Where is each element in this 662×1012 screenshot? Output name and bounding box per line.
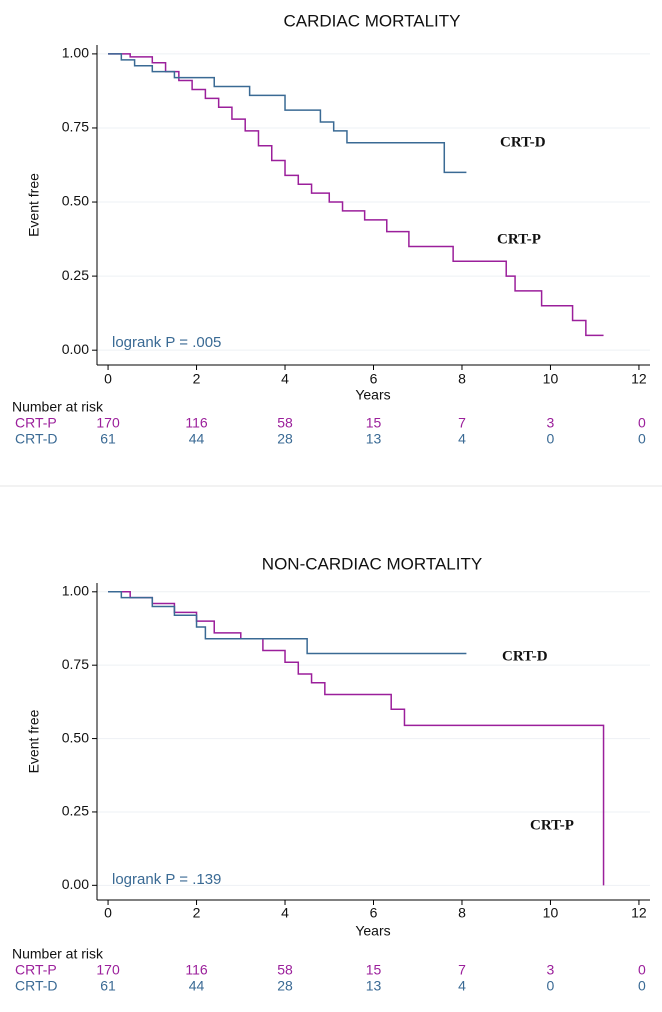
y-tick-label: 0.50 <box>62 729 89 745</box>
risk-count: 116 <box>185 962 208 978</box>
annotation: logrank P = .139 <box>112 871 221 888</box>
y-tick-label: 1.00 <box>62 583 89 599</box>
series-label: CRT-P <box>497 231 541 247</box>
risk-count: 4 <box>458 978 466 994</box>
risk-count: 7 <box>458 962 466 978</box>
risk-count: 0 <box>638 962 646 978</box>
risk-count: 0 <box>547 978 555 994</box>
y-tick-label: 0.00 <box>62 341 89 357</box>
x-tick-label: 12 <box>631 905 647 921</box>
risk-row-name: CRT-P <box>15 962 57 978</box>
x-axis-label: Years <box>355 923 390 939</box>
x-tick-label: 10 <box>543 905 559 921</box>
x-tick-label: 2 <box>193 905 201 921</box>
risk-row-name: CRT-D <box>15 978 58 994</box>
risk-count: 44 <box>189 431 205 447</box>
survival-curve <box>108 53 604 337</box>
risk-count: 15 <box>366 415 382 431</box>
risk-count: 4 <box>458 431 466 447</box>
chart-title: CARDIAC MORTALITY <box>284 11 461 30</box>
x-tick-label: 10 <box>543 371 559 387</box>
risk-count: 0 <box>638 978 646 994</box>
risk-count: 13 <box>366 431 382 447</box>
risk-row-name: CRT-P <box>15 415 57 431</box>
x-tick-label: 6 <box>370 905 378 921</box>
risk-count: 116 <box>185 415 208 431</box>
annotation: logrank P = .005 <box>112 334 221 351</box>
risk-count: 61 <box>100 978 116 994</box>
x-tick-label: 8 <box>458 371 466 387</box>
x-axis-label: Years <box>355 387 390 403</box>
risk-count: 15 <box>366 962 382 978</box>
x-tick-label: 6 <box>370 371 378 387</box>
risk-count: 28 <box>277 431 293 447</box>
chart-title: NON-CARDIAC MORTALITY <box>262 554 482 573</box>
x-tick-label: 4 <box>281 905 289 921</box>
risk-title: Number at risk <box>12 946 104 962</box>
x-tick-label: 4 <box>281 371 289 387</box>
risk-count: 58 <box>277 415 293 431</box>
y-tick-label: 0.75 <box>62 656 89 672</box>
risk-count: 13 <box>366 978 382 994</box>
series-label: CRT-D <box>500 134 546 150</box>
risk-row-name: CRT-D <box>15 431 58 447</box>
risk-count: 7 <box>458 415 466 431</box>
survival-curve <box>108 53 467 174</box>
y-tick-label: 1.00 <box>62 45 89 61</box>
y-tick-label: 0.75 <box>62 119 89 135</box>
risk-title: Number at risk <box>12 399 104 415</box>
y-tick-label: 0.50 <box>62 193 89 209</box>
risk-count: 0 <box>638 431 646 447</box>
x-tick-label: 0 <box>104 371 112 387</box>
x-tick-label: 2 <box>193 371 201 387</box>
risk-count: 44 <box>189 978 205 994</box>
y-tick-label: 0.25 <box>62 267 89 283</box>
survival-curve <box>108 591 467 655</box>
risk-count: 61 <box>100 431 116 447</box>
risk-count: 28 <box>277 978 293 994</box>
y-tick-label: 0.00 <box>62 876 89 892</box>
risk-count: 0 <box>547 431 555 447</box>
risk-count: 3 <box>547 415 555 431</box>
y-axis-label: Event free <box>26 709 42 773</box>
series-label: CRT-P <box>530 817 574 833</box>
survival-curve <box>108 591 605 886</box>
y-axis-label: Event free <box>26 173 42 237</box>
series-label: CRT-D <box>502 648 548 664</box>
y-tick-label: 0.25 <box>62 803 89 819</box>
x-tick-label: 0 <box>104 905 112 921</box>
risk-count: 0 <box>638 415 646 431</box>
risk-count: 3 <box>547 962 555 978</box>
x-tick-label: 8 <box>458 905 466 921</box>
x-tick-label: 12 <box>631 371 647 387</box>
risk-count: 58 <box>277 962 293 978</box>
risk-count: 170 <box>96 415 120 431</box>
risk-count: 170 <box>96 962 120 978</box>
